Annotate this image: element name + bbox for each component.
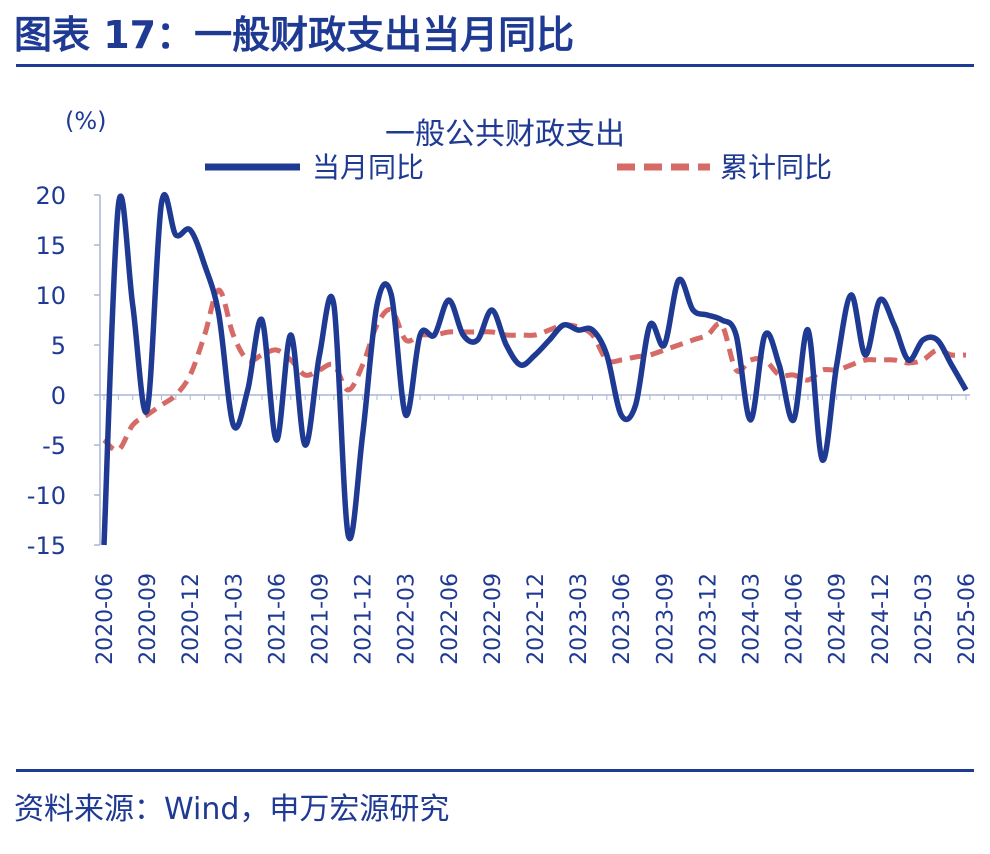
x-tick-label: 2024-06: [783, 573, 808, 665]
source-note: 资料来源：Wind，申万宏源研究: [14, 792, 450, 827]
x-tick-label: 2021-09: [309, 573, 334, 665]
y-tick-label: 10: [35, 282, 66, 310]
y-tick-label: 20: [35, 182, 66, 210]
x-tick-label: 2020-12: [179, 573, 204, 665]
y-tick-label: -10: [27, 482, 66, 510]
x-tick-label: 2024-03: [740, 573, 765, 665]
x-tick-label: 2022-06: [438, 573, 463, 665]
x-tick-label: 2023-09: [653, 573, 678, 665]
series-monthly-line: [101, 191, 969, 546]
x-tick-label: 2023-06: [610, 573, 635, 665]
y-tick-label: 15: [35, 232, 66, 260]
series-layer: [101, 191, 969, 546]
x-tick-label: 2021-06: [265, 573, 290, 665]
x-tick-label: 2021-03: [222, 573, 247, 665]
bottom-rule: [16, 769, 974, 772]
x-tick-label: 2023-03: [567, 573, 592, 665]
x-tick-label: 2022-09: [481, 573, 506, 665]
chart-title: 一般公共财政支出: [385, 117, 625, 152]
series-cumulative-line: [102, 287, 967, 453]
line-chart: 一般公共财政支出 (%) 当月同比 累计同比 20151050-5-10-15 …: [27, 107, 980, 665]
y-tick-label: -5: [42, 432, 66, 460]
x-tick-label: 2023-12: [696, 573, 721, 665]
legend-monthly-label: 当月同比: [312, 151, 424, 184]
figure-title: 图表 17：一般财政支出当月同比: [14, 13, 575, 57]
x-tick-label: 2024-12: [869, 573, 894, 665]
top-rule: [16, 64, 974, 67]
x-tick-label: 2020-06: [93, 573, 118, 665]
x-tick-label: 2025-06: [955, 573, 980, 665]
x-tick-label: 2022-03: [395, 573, 420, 665]
y-tick-label: 0: [51, 382, 66, 410]
x-tick-label: 2021-12: [352, 573, 377, 665]
y-tick-label: -15: [27, 532, 66, 560]
x-tick-label: 2025-03: [912, 573, 937, 665]
x-tick-label: 2024-09: [826, 573, 851, 665]
legend: 当月同比 累计同比: [205, 151, 832, 184]
x-tick-label: 2020-09: [136, 573, 161, 665]
x-tick-labels: 2020-06 2020-09 2020-12 2021-03 2021-06 2021-…: [93, 573, 980, 665]
y-tick-label: 5: [51, 332, 66, 360]
legend-cumulative-label: 累计同比: [720, 151, 832, 184]
y-unit-label: (%): [65, 107, 107, 135]
y-tick-labels: 20 15 10 5 0 -5 -10 -15: [27, 182, 66, 560]
x-tick-label: 2022-12: [524, 573, 549, 665]
